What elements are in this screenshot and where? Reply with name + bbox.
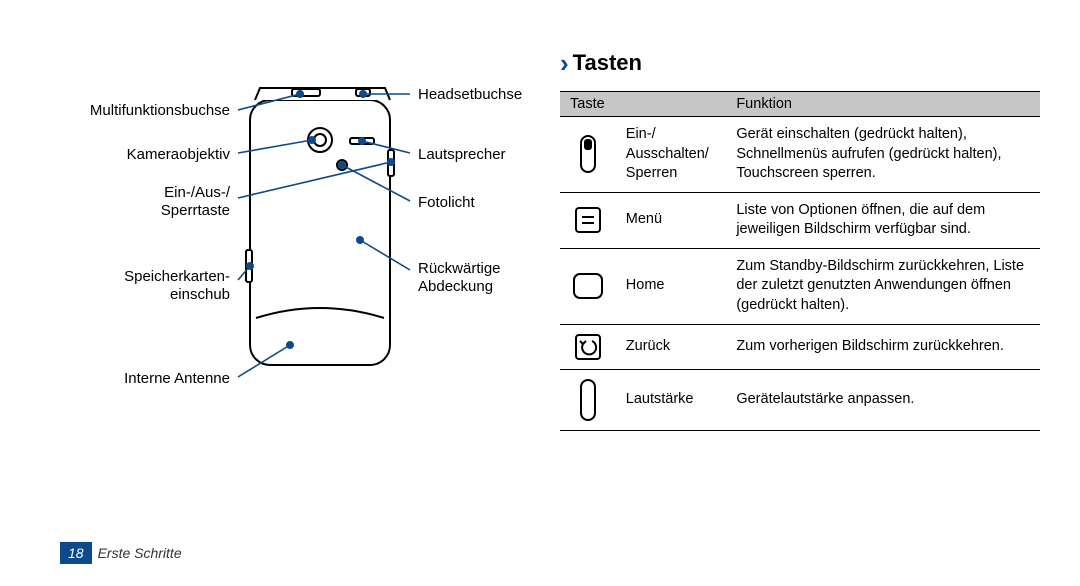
diagram-label: Lautsprecher bbox=[418, 146, 506, 164]
section-title: Tasten bbox=[573, 50, 642, 75]
diagram-label: Fotolicht bbox=[418, 194, 475, 212]
key-desc: Zum vorherigen Bildschirm zurückkehren. bbox=[726, 324, 1040, 369]
diagram-label: Headsetbuchse bbox=[418, 86, 522, 104]
table-header-taste: Taste bbox=[560, 92, 726, 117]
key-desc: Gerätelautstärke anpassen. bbox=[726, 369, 1040, 430]
chevron-icon: › bbox=[560, 48, 569, 78]
diagram-label: Ein-/Aus-/ Sperrtaste bbox=[161, 184, 230, 220]
table-header-funktion: Funktion bbox=[726, 92, 1040, 117]
page-number: 18 bbox=[60, 542, 92, 564]
keys-table: Taste Funktion Ein-/ Ausschalten/ Sperre… bbox=[560, 91, 1040, 431]
keys-section: ›Tasten Taste Funktion E bbox=[560, 48, 1040, 431]
table-row: Menü Liste von Optionen öffnen, die auf … bbox=[560, 192, 1040, 248]
section-heading: ›Tasten bbox=[560, 48, 1040, 79]
key-name: Menü bbox=[616, 192, 727, 248]
table-row: Home Zum Standby-Bildschirm zurückkehren… bbox=[560, 248, 1040, 324]
menu-key-icon bbox=[560, 192, 616, 248]
key-name: Home bbox=[616, 248, 727, 324]
key-name: Lautstärke bbox=[616, 369, 727, 430]
table-row: Zurück Zum vorherigen Bildschirm zurückk… bbox=[560, 324, 1040, 369]
home-key-icon bbox=[560, 248, 616, 324]
power-key-icon bbox=[560, 117, 616, 193]
diagram-label: Rückwärtige Abdeckung bbox=[418, 260, 501, 296]
diagram-label: Interne Antenne bbox=[124, 370, 230, 388]
key-name: Zurück bbox=[616, 324, 727, 369]
key-name: Ein-/ Ausschalten/ Sperren bbox=[616, 117, 727, 193]
manual-page: Multifunktionsbuchse Kameraobjektiv Ein-… bbox=[0, 0, 1080, 586]
page-footer: 18 Erste Schritte bbox=[60, 542, 182, 564]
volume-key-icon bbox=[560, 369, 616, 430]
table-row: Ein-/ Ausschalten/ Sperren Gerät einscha… bbox=[560, 117, 1040, 193]
key-desc: Gerät einschalten (gedrückt halten), Sch… bbox=[726, 117, 1040, 193]
back-key-icon bbox=[560, 324, 616, 369]
diagram-label: Kameraobjektiv bbox=[127, 146, 230, 164]
device-diagram: Multifunktionsbuchse Kameraobjektiv Ein-… bbox=[60, 80, 530, 430]
diagram-label: Speicherkarten- einschub bbox=[124, 268, 230, 304]
key-desc: Liste von Optionen öffnen, die auf dem j… bbox=[726, 192, 1040, 248]
diagram-label: Multifunktionsbuchse bbox=[90, 102, 230, 120]
key-desc: Zum Standby-Bildschirm zurückkehren, Lis… bbox=[726, 248, 1040, 324]
table-row: Lautstärke Gerätelautstärke anpassen. bbox=[560, 369, 1040, 430]
footer-section: Erste Schritte bbox=[98, 545, 182, 561]
